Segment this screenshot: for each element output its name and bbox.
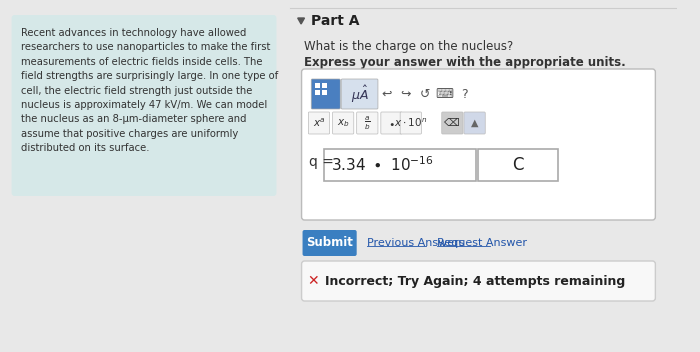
FancyBboxPatch shape	[324, 149, 475, 181]
FancyBboxPatch shape	[290, 0, 677, 352]
Text: ?: ?	[461, 88, 468, 101]
FancyBboxPatch shape	[302, 230, 357, 256]
FancyBboxPatch shape	[12, 15, 276, 196]
Text: $\mu\hat{A}$: $\mu\hat{A}$	[351, 83, 368, 105]
FancyBboxPatch shape	[341, 79, 378, 109]
Text: Request Answer: Request Answer	[437, 238, 527, 248]
Text: $3.34\ \bullet\ 10^{-16}$: $3.34\ \bullet\ 10^{-16}$	[330, 156, 433, 174]
FancyBboxPatch shape	[442, 112, 463, 134]
Text: q =: q =	[309, 155, 334, 169]
FancyBboxPatch shape	[322, 83, 327, 88]
Text: ⌫: ⌫	[444, 118, 460, 128]
Text: What is the charge on the nucleus?: What is the charge on the nucleus?	[304, 40, 514, 53]
FancyBboxPatch shape	[308, 112, 330, 134]
FancyBboxPatch shape	[302, 261, 655, 301]
Text: $x\cdot10^n$: $x\cdot10^n$	[394, 117, 428, 129]
Text: ↪: ↪	[400, 88, 411, 101]
FancyBboxPatch shape	[315, 83, 320, 88]
FancyBboxPatch shape	[479, 149, 558, 181]
FancyBboxPatch shape	[309, 78, 647, 114]
FancyBboxPatch shape	[381, 112, 402, 134]
Text: ✕: ✕	[307, 274, 319, 288]
Text: ▲: ▲	[471, 118, 478, 128]
FancyBboxPatch shape	[315, 90, 320, 95]
Text: Recent advances in technology have allowed
researchers to use nanoparticles to m: Recent advances in technology have allow…	[21, 28, 279, 153]
Text: $x_b$: $x_b$	[337, 117, 349, 129]
Polygon shape	[298, 18, 304, 24]
Text: Part A: Part A	[312, 14, 360, 28]
FancyBboxPatch shape	[302, 69, 655, 220]
Text: ↩: ↩	[382, 88, 392, 101]
Text: $\frac{a}{b}$: $\frac{a}{b}$	[364, 114, 370, 132]
Text: C: C	[512, 156, 524, 174]
Text: Submit: Submit	[306, 237, 353, 250]
FancyBboxPatch shape	[357, 112, 378, 134]
Text: Previous Answers: Previous Answers	[368, 238, 465, 248]
Text: Express your answer with the appropriate units.: Express your answer with the appropriate…	[304, 56, 626, 69]
Text: $\bullet$: $\bullet$	[388, 118, 395, 128]
FancyBboxPatch shape	[464, 112, 485, 134]
Text: ↺: ↺	[420, 88, 430, 101]
Text: ⌨: ⌨	[435, 88, 454, 101]
Text: Incorrect; Try Again; 4 attempts remaining: Incorrect; Try Again; 4 attempts remaini…	[325, 275, 625, 288]
FancyBboxPatch shape	[400, 112, 421, 134]
FancyBboxPatch shape	[332, 112, 354, 134]
FancyBboxPatch shape	[312, 79, 340, 109]
Text: $x^a$: $x^a$	[312, 117, 326, 129]
FancyBboxPatch shape	[322, 90, 327, 95]
